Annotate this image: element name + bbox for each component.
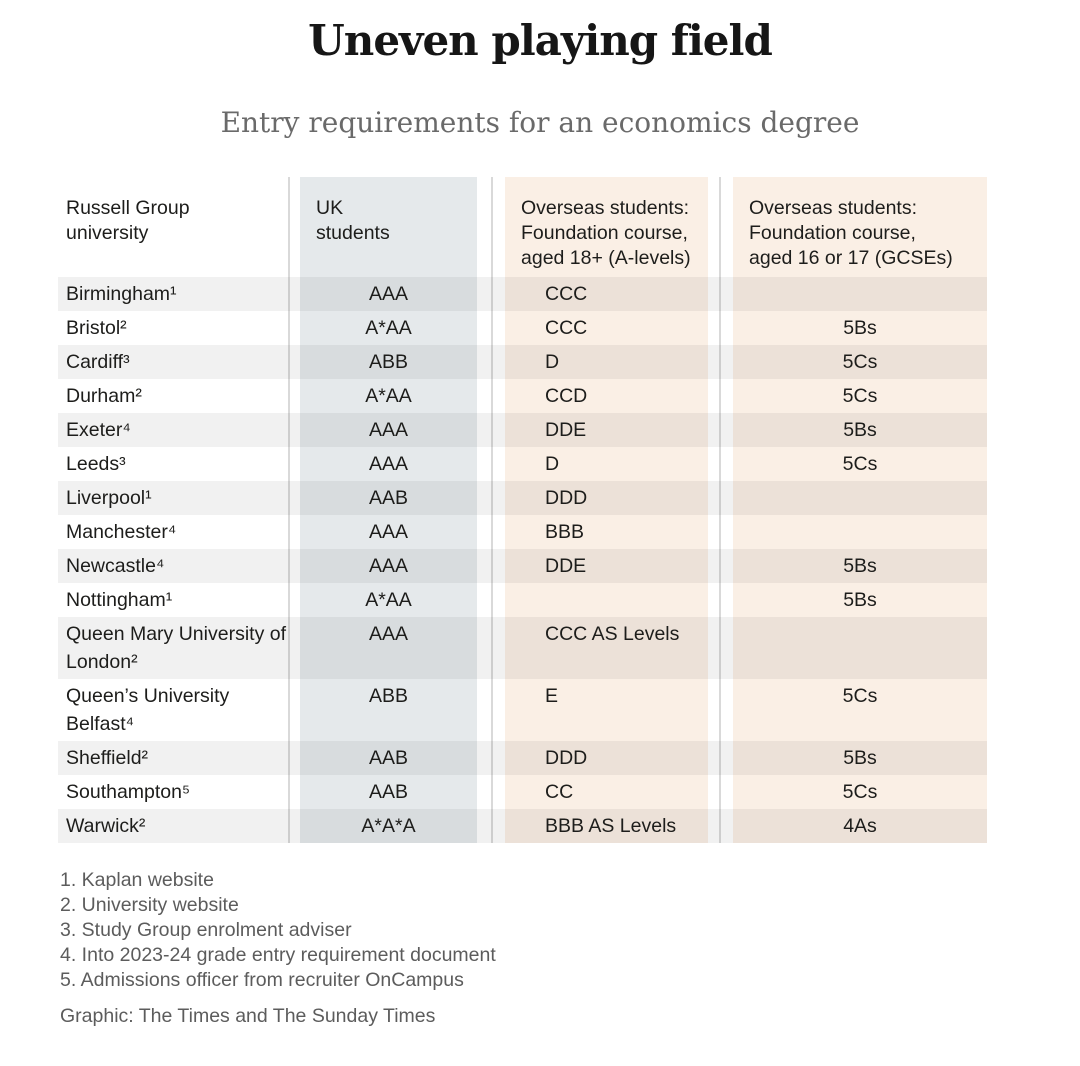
- overseas-18-cell: DDE: [545, 555, 587, 577]
- uk-students-cell: A*AA: [365, 589, 412, 611]
- table-row: Durham² A*AA CCD 5Cs: [58, 379, 987, 413]
- overseas-18-cell: CC: [545, 781, 574, 803]
- table-row: Bristol² A*AA CCC 5Bs: [58, 311, 987, 345]
- overseas-16-cell: 5Cs: [842, 685, 878, 707]
- footnote: 5. Admissions officer from recruiter OnC…: [60, 969, 464, 991]
- graphic-credit: Graphic: The Times and The Sunday Times: [60, 1005, 436, 1027]
- overseas-16-cell: 4As: [843, 815, 877, 837]
- overseas-16-cell: 5Cs: [842, 351, 878, 373]
- header-overseas-18: Overseas students: Foundation course, ag…: [521, 197, 691, 269]
- university-cell: Nottingham¹: [66, 589, 173, 611]
- table-row: Nottingham¹ A*AA 5Bs: [58, 583, 987, 617]
- footnote: 1. Kaplan website: [60, 869, 214, 891]
- university-cell: Newcastle⁴: [66, 555, 165, 577]
- overseas-16-cell: 5Bs: [843, 589, 877, 611]
- overseas-18-cell: CCD: [545, 385, 588, 407]
- university-cell: Queen’s University Belfast⁴: [66, 685, 230, 735]
- university-cell: Leeds³: [66, 453, 126, 475]
- uk-students-cell: AAA: [368, 623, 409, 645]
- overseas-16-cell: 5Bs: [843, 317, 877, 339]
- university-cell: Sheffield²: [66, 747, 149, 769]
- overseas-16-column-background: [733, 177, 987, 843]
- table-header-row: Russell Group university UK students Ove…: [58, 177, 987, 277]
- overseas-18-cell: [505, 583, 708, 617]
- footnotes: 1. Kaplan website 2. University website …: [60, 868, 496, 993]
- university-cell: Southampton⁵: [66, 781, 191, 803]
- header-overseas-16: Overseas students: Foundation course, ag…: [749, 197, 953, 269]
- table-row: Leeds³ AAA D 5Cs: [58, 447, 987, 481]
- overseas-18-cell: DDE: [545, 419, 587, 441]
- uk-students-cell: ABB: [368, 351, 409, 373]
- overseas-18-column-background: [505, 177, 708, 843]
- page-subtitle: Entry requirements for an economics degr…: [220, 106, 860, 139]
- uk-students-cell: AAB: [368, 781, 409, 803]
- page-title: Uneven playing field: [308, 16, 773, 65]
- university-cell: Durham²: [66, 385, 142, 407]
- overseas-16-cell: 5Cs: [842, 385, 878, 407]
- overseas-18-cell: DDD: [545, 487, 588, 509]
- uk-students-cell: AAB: [368, 747, 409, 769]
- overseas-18-cell: CCC: [545, 283, 588, 305]
- table-row: Southampton⁵ AAB CC 5Cs: [58, 775, 987, 809]
- overseas-16-cell: 5Bs: [843, 419, 877, 441]
- overseas-18-cell: D: [545, 453, 560, 475]
- entry-requirements-table: Russell Group university UK students Ove…: [58, 177, 987, 843]
- overseas-18-cell: DDD: [545, 747, 588, 769]
- table-row: Queen Mary University of London² AAA CCC A…: [58, 617, 987, 679]
- uk-students-cell: AAA: [368, 283, 409, 305]
- overseas-16-cell: 5Bs: [843, 747, 877, 769]
- table-row: Exeter⁴ AAA DDE 5Bs: [58, 413, 987, 447]
- university-cell: Birmingham¹: [66, 283, 177, 305]
- overseas-16-cell: [733, 481, 987, 515]
- table-row: Manchester⁴ AAA BBB: [58, 515, 987, 549]
- column-divider: [491, 177, 493, 843]
- overseas-18-cell: BBB AS Levels: [545, 815, 677, 837]
- uk-students-cell: A*A*A: [361, 815, 416, 837]
- header-university: Russell Group university: [66, 197, 190, 244]
- uk-students-cell: A*AA: [365, 317, 412, 339]
- uk-students-cell: AAA: [368, 555, 409, 577]
- overseas-16-cell: 5Cs: [842, 453, 878, 475]
- overseas-18-cell: CCC: [545, 317, 588, 339]
- university-cell: Manchester⁴: [66, 521, 177, 543]
- overseas-18-cell: CCC AS Levels: [545, 623, 680, 645]
- footnote: 3. Study Group enrolment adviser: [60, 919, 352, 941]
- overseas-16-cell: [733, 617, 987, 679]
- uk-students-cell: A*AA: [365, 385, 412, 407]
- table-row: Newcastle⁴ AAA DDE 5Bs: [58, 549, 987, 583]
- table-row: Sheffield² AAB DDD 5Bs: [58, 741, 987, 775]
- overseas-18-cell: E: [545, 685, 559, 707]
- uk-students-cell: AAA: [368, 521, 409, 543]
- uk-students-cell: ABB: [368, 685, 409, 707]
- overseas-16-cell: [733, 277, 987, 311]
- overseas-18-cell: BBB: [545, 521, 585, 543]
- column-divider: [288, 177, 290, 843]
- overseas-16-cell: 5Bs: [843, 555, 877, 577]
- table-row: Warwick² A*A*A BBB AS Levels 4As: [58, 809, 987, 843]
- uk-students-cell: AAB: [368, 487, 409, 509]
- university-cell: Exeter⁴: [66, 419, 131, 441]
- table-row: Cardiff³ ABB D 5Cs: [58, 345, 987, 379]
- uk-students-cell: AAA: [368, 419, 409, 441]
- column-divider: [719, 177, 721, 843]
- university-cell: Queen Mary University of London²: [66, 623, 286, 673]
- table-row: Birmingham¹ AAA CCC: [58, 277, 987, 311]
- uk-column-background: [300, 177, 477, 843]
- university-cell: Bristol²: [66, 317, 127, 339]
- header-uk-students: UK students: [316, 197, 390, 244]
- uk-students-cell: AAA: [368, 453, 409, 475]
- overseas-18-cell: D: [545, 351, 560, 373]
- table-body: Birmingham¹ AAA CCC Bristol² A*AA CCC 5Bs Cardi…: [58, 277, 987, 843]
- footnote: 2. University website: [60, 894, 239, 916]
- footnote: 4. Into 2023-24 grade entry requirement …: [60, 944, 496, 966]
- table-row: Queen’s University Belfast⁴ ABB E 5Cs: [58, 679, 987, 741]
- university-cell: Liverpool¹: [66, 487, 152, 509]
- overseas-16-cell: [733, 515, 987, 549]
- table-row: Liverpool¹ AAB DDD: [58, 481, 987, 515]
- overseas-16-cell: 5Cs: [842, 781, 878, 803]
- university-cell: Cardiff³: [66, 351, 130, 373]
- university-cell: Warwick²: [66, 815, 146, 837]
